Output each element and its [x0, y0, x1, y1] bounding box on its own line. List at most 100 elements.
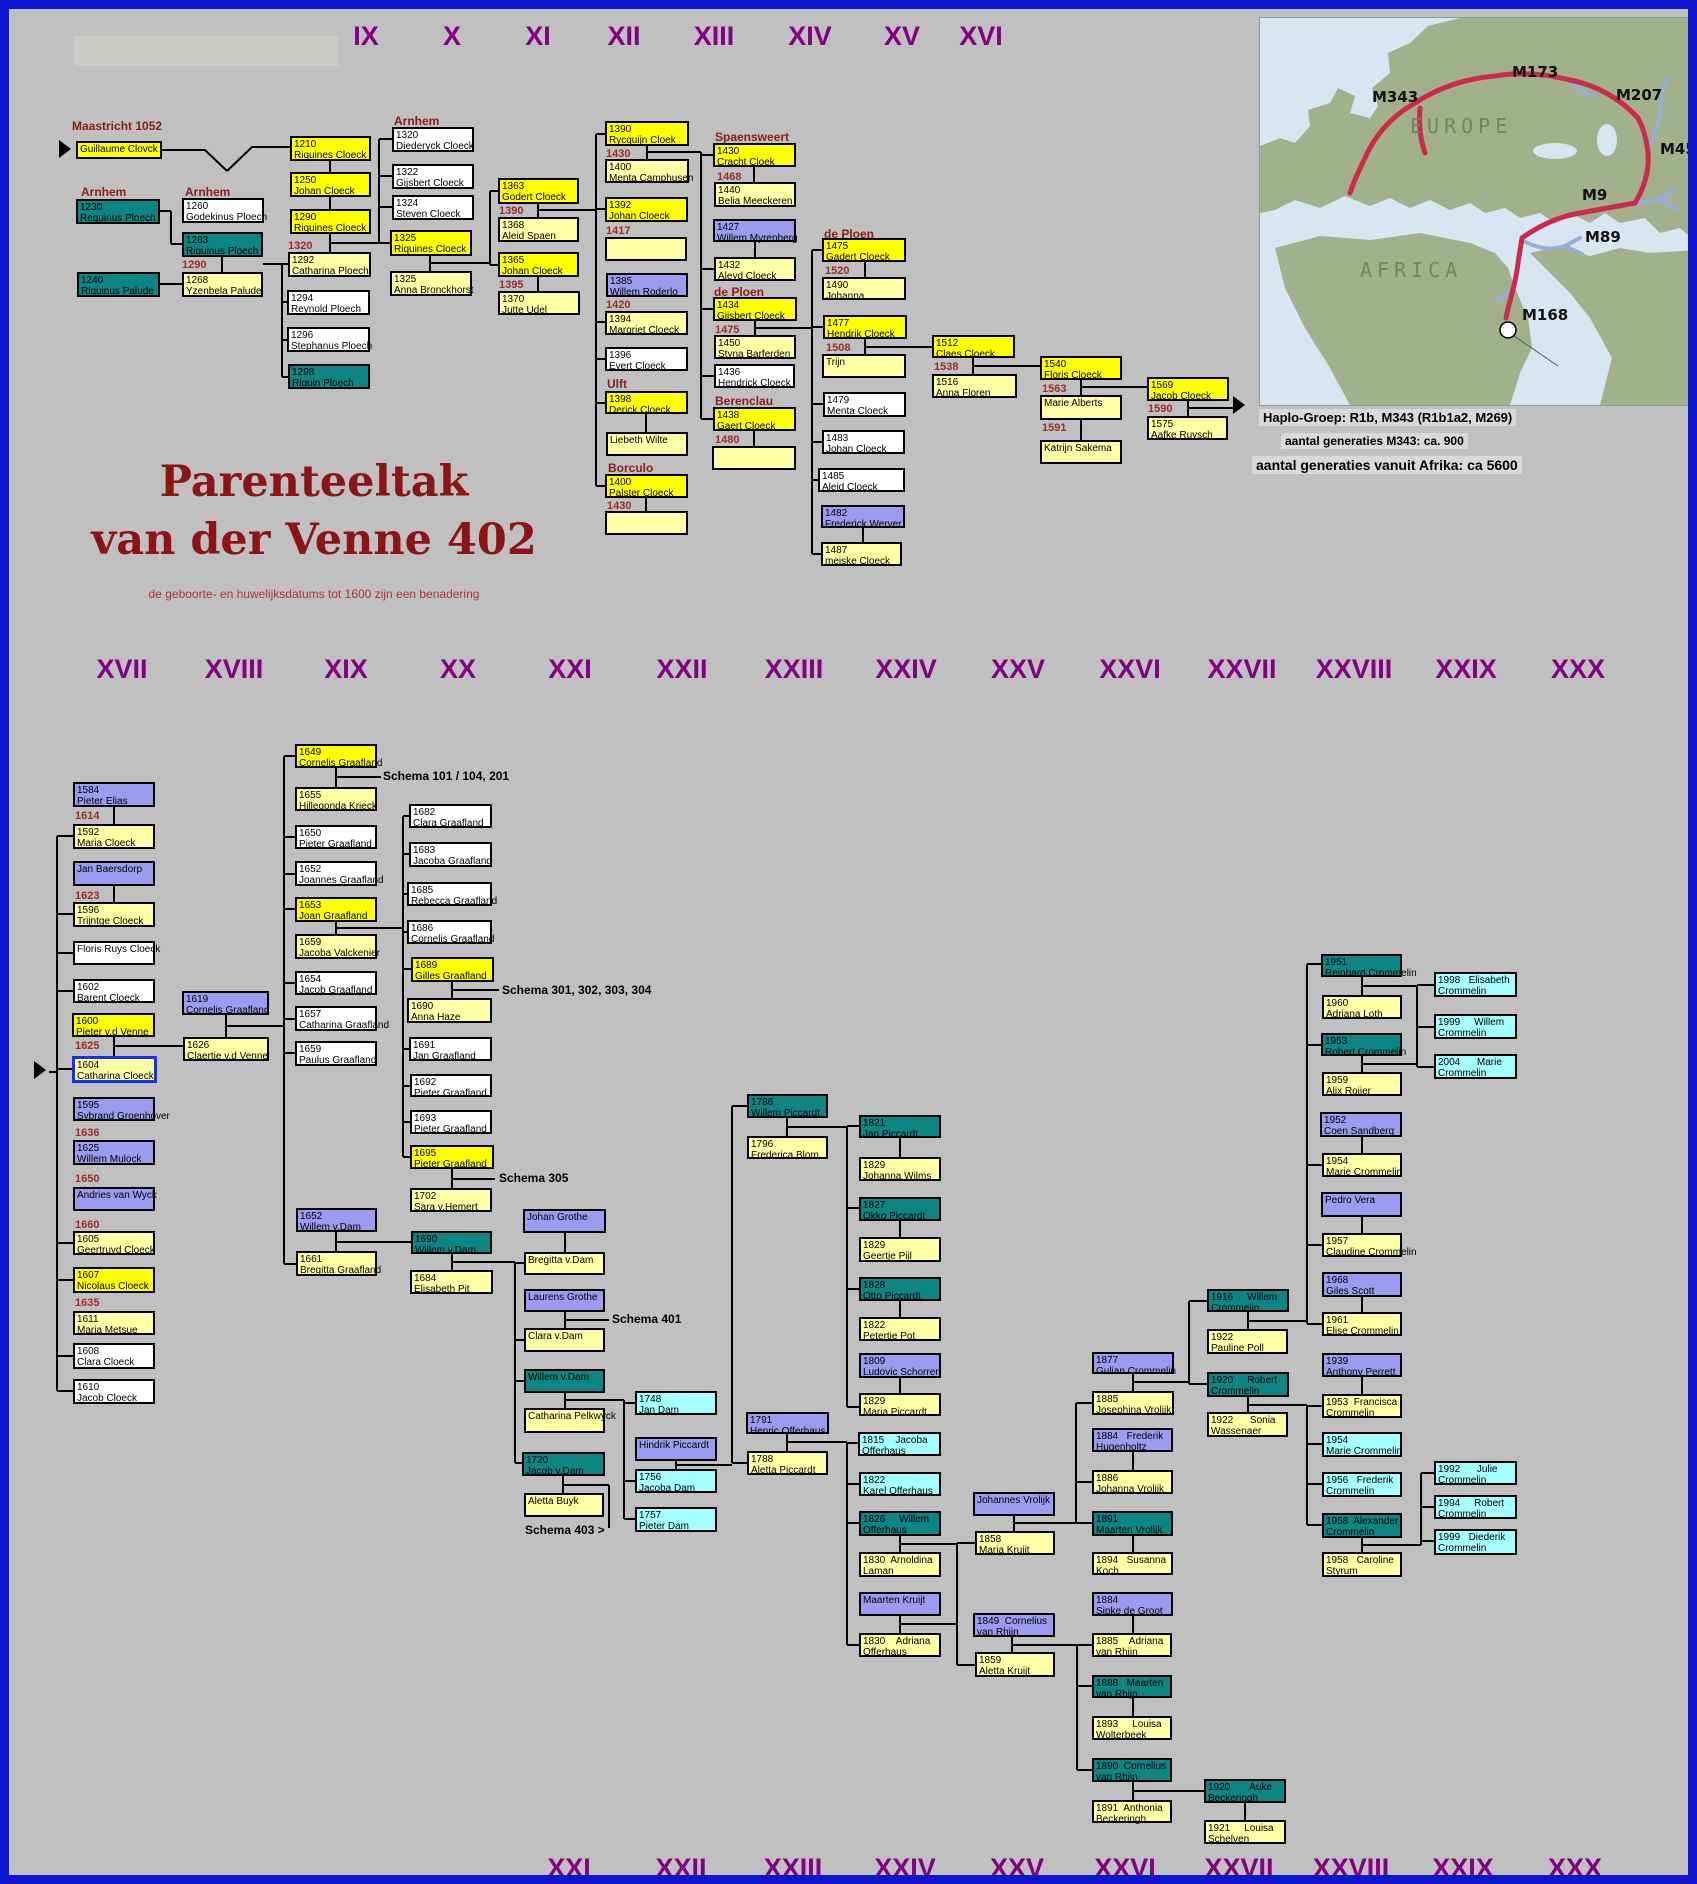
person-name: Gulian Crommelin	[1096, 1366, 1177, 1377]
person-name: van Rhijn	[977, 1627, 1019, 1638]
person-name: Hugenholtz	[1096, 1442, 1147, 1453]
person-date: 1477	[827, 318, 850, 329]
place-label: Berenclau	[715, 394, 774, 408]
person-name: Ludovic Schorrer	[863, 1367, 939, 1378]
person-date: 1432	[718, 260, 741, 271]
person-date: 1296	[291, 330, 314, 341]
person-name: Bregitta Graafland	[300, 1265, 382, 1276]
person-name: Claes Cloeck	[936, 349, 995, 360]
generation-label: XXI	[547, 1853, 591, 1883]
person-date: 1877	[1096, 1355, 1119, 1366]
person-box: 1440 Belia Meeckeren	[714, 182, 796, 207]
person-box: 1884 Frederik Hugenholtz	[1092, 1428, 1173, 1453]
person-box: 1890 Cornelius van Rhijn	[1092, 1758, 1172, 1783]
person-name: Johan Cloeck	[609, 211, 670, 222]
person-name: Katrijn Sakema	[1044, 443, 1112, 454]
person-box: 1952 Coen Sandberg	[1320, 1112, 1402, 1137]
person-box: 1260 Godekinus Ploech	[182, 198, 267, 223]
person-date: 1436	[718, 367, 741, 378]
generation-label: XXVII	[1207, 654, 1277, 684]
person-box: 1888 Maarten van Rhijn	[1092, 1675, 1172, 1700]
person-box: 1689 Gilles Graafland	[411, 957, 494, 982]
person-date: 1859	[979, 1655, 1002, 1666]
person-name: Jan Piccardt	[863, 1129, 919, 1140]
person-box: 1756 Jacoba Dam	[635, 1469, 717, 1494]
person-date: 1290	[294, 212, 317, 223]
person-date: 1210	[294, 139, 317, 150]
person-date: 1604	[77, 1060, 100, 1071]
person-name: Maria Metsue	[77, 1325, 138, 1336]
person-name: Jutte Udel	[502, 305, 548, 316]
person-name: Johan Cloeck	[294, 186, 355, 197]
generation-label: XXV	[989, 1853, 1045, 1883]
person-date: 1652	[299, 864, 322, 875]
year-label: 1635	[75, 1297, 100, 1309]
person-name: Jacoba Valckenier	[299, 948, 380, 959]
person-date: 1891 Anthonia	[1096, 1803, 1163, 1814]
person-name: Offerhaus	[862, 1446, 906, 1457]
person-date: 1649	[299, 747, 322, 758]
schema-label: Schema 301, 302, 303, 304	[502, 983, 652, 997]
person-date: 1438	[717, 410, 740, 421]
person-date: 1994 Robert	[1438, 1498, 1505, 1509]
person-box: 1652 Willem v.Dam	[296, 1208, 377, 1233]
person-name: Willem Myrenberg	[717, 233, 798, 244]
year-label: 1320	[288, 240, 313, 252]
person-box: 1398 Derick Cloeck	[605, 391, 688, 416]
person-date: 1240	[81, 275, 104, 286]
person-box: 1619 Cornelis Graafland	[182, 991, 269, 1016]
faded-label-box	[74, 36, 339, 66]
person-name: Pieter Graafland	[299, 839, 372, 850]
person-box: 1916 Willem Crommelin	[1207, 1289, 1289, 1314]
person-date: 1922	[1211, 1332, 1234, 1343]
person-box: 1263 Riquinus Ploech	[182, 232, 263, 257]
person-name: Jacoba Dam	[639, 1483, 696, 1494]
person-name: Marie Crommelin	[1326, 1167, 1403, 1178]
person-date: 1268	[186, 275, 209, 286]
person-box: Bregitta v.Dam	[524, 1252, 605, 1275]
person-box: 1610 Jacob Cloeck	[73, 1379, 155, 1404]
person-date: 1992 Julie	[1438, 1464, 1498, 1475]
person-name: Steven Cloeck	[396, 209, 461, 220]
person-box: 1692 Pieter Graafland	[410, 1074, 492, 1099]
person-box: 1652 Joannes Graafland	[295, 861, 384, 886]
person-date: 1822	[863, 1320, 886, 1331]
person-box: Maarten Kruijt	[859, 1592, 941, 1616]
person-date: 1396	[609, 350, 632, 361]
person-date: 1958 Alexander	[1326, 1516, 1399, 1527]
person-date: 1400	[609, 162, 632, 173]
person-box: 1268 Yzenbela Palude	[182, 272, 263, 297]
person-name: Aletta Kruijt	[979, 1666, 1031, 1677]
person-name: Rebecca Graafland	[411, 896, 498, 907]
person-box: 1608 Clara Cloeck	[73, 1343, 155, 1369]
person-name: Marie Alberts	[1044, 398, 1103, 409]
person-date: 1815 Jacoba	[862, 1435, 928, 1446]
year-label: 1475	[715, 324, 740, 336]
person-box: 1999 Diederik Crommelin	[1434, 1529, 1517, 1555]
person-date: 1829	[863, 1160, 886, 1171]
person-date: 1250	[294, 175, 317, 186]
person-box: 1516 Anna Floren	[932, 374, 1017, 399]
person-box: Katrijn Sakema	[1040, 440, 1122, 464]
person-box: 1953 Francisca Crommelin	[1322, 1394, 1402, 1419]
person-name: Clara v.Dam	[528, 1331, 583, 1342]
person-box: 1485 Aleid Cloeck	[818, 468, 905, 493]
person-box: 1691 Jan Graafland	[409, 1037, 492, 1062]
person-name: Rycquijn Cloek	[609, 135, 676, 146]
person-box: 1294 Reynold Ploech	[287, 290, 370, 315]
person-name: Gaert Cloeck	[717, 421, 776, 432]
person-date: 1756	[639, 1472, 662, 1483]
map-marker-label: M45	[1660, 140, 1696, 158]
person-box: 1230 Requinus Ploech	[76, 199, 160, 224]
person-date: 1298	[292, 367, 315, 378]
person-box: 1292 Catharina Ploech	[288, 252, 371, 277]
person-box: 1659 Paulus Graafland	[295, 1041, 377, 1066]
schema-label: Schema 305	[499, 1171, 569, 1185]
person-name: van Rhijn	[1096, 1689, 1138, 1700]
person-date: 1691	[413, 1040, 436, 1051]
person-box: 1682 Clara Graafland	[409, 804, 492, 829]
person-name: Willem v.Dam	[528, 1372, 589, 1383]
person-name: Riquines Cloeck	[394, 244, 467, 255]
person-name: Johan Grothe	[527, 1212, 588, 1223]
person-box: 1796 Frederica Blom	[747, 1136, 828, 1161]
